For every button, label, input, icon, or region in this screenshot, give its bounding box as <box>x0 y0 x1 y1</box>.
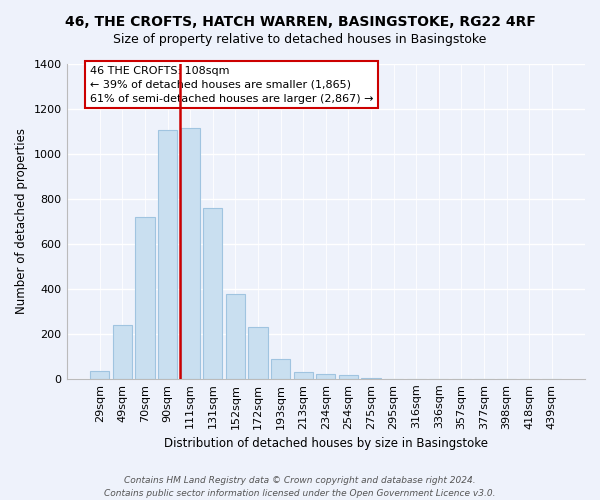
Bar <box>226 294 245 379</box>
Bar <box>293 372 313 379</box>
Bar <box>248 327 268 379</box>
Bar <box>113 325 132 379</box>
Text: Size of property relative to detached houses in Basingstoke: Size of property relative to detached ho… <box>113 32 487 46</box>
Bar <box>181 128 200 379</box>
Text: 46, THE CROFTS, HATCH WARREN, BASINGSTOKE, RG22 4RF: 46, THE CROFTS, HATCH WARREN, BASINGSTOK… <box>65 15 535 29</box>
Text: Contains HM Land Registry data © Crown copyright and database right 2024.
Contai: Contains HM Land Registry data © Crown c… <box>104 476 496 498</box>
Bar <box>158 130 177 379</box>
Bar <box>136 217 155 379</box>
Bar <box>90 371 109 379</box>
Bar <box>203 208 223 379</box>
Bar <box>361 378 380 379</box>
X-axis label: Distribution of detached houses by size in Basingstoke: Distribution of detached houses by size … <box>164 437 488 450</box>
Text: 46 THE CROFTS: 108sqm
← 39% of detached houses are smaller (1,865)
61% of semi-d: 46 THE CROFTS: 108sqm ← 39% of detached … <box>90 66 373 104</box>
Bar <box>339 376 358 379</box>
Bar <box>271 358 290 379</box>
Bar <box>316 374 335 379</box>
Y-axis label: Number of detached properties: Number of detached properties <box>15 128 28 314</box>
